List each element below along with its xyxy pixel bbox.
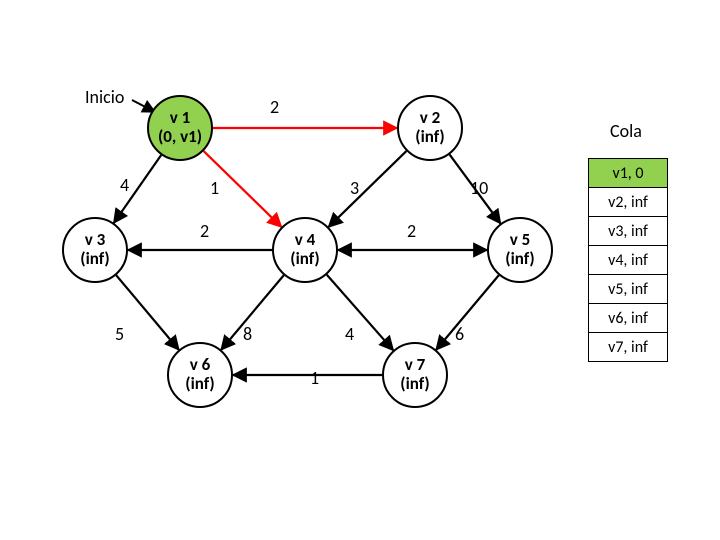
- edge-weight-v7-v6: 1: [310, 367, 319, 389]
- edge-v4-v7: [327, 275, 393, 350]
- edge-weight-v1-v2: 2: [270, 96, 279, 118]
- queue-row: v3, inf: [589, 217, 668, 246]
- node-v4: v 4(inf): [272, 217, 338, 283]
- edge-v3-v6: [116, 275, 179, 349]
- node-dist: (inf): [400, 375, 429, 394]
- queue-cell: v4, inf: [589, 246, 668, 275]
- node-dist: (inf): [505, 250, 534, 269]
- node-dist: (inf): [185, 375, 214, 394]
- queue-row: v7, inf: [589, 333, 668, 362]
- edge-weight-v4-v3: 2: [200, 220, 209, 242]
- queue-row: v2, inf: [589, 188, 668, 217]
- inicio-label: Inicio: [85, 86, 124, 108]
- node-v7: v 7(inf): [382, 342, 448, 408]
- edge-weight-v4-v7: 4: [345, 323, 354, 345]
- diagram-stage: Inicio v 1(0, v1) v 2(inf) v 3(inf) v 4(inf…: [0, 0, 720, 540]
- node-dist: (0, v1): [158, 128, 202, 147]
- edge-weight-v4-v6: 8: [243, 323, 252, 345]
- queue-row: v4, inf: [589, 246, 668, 275]
- queue-cell: v2, inf: [589, 188, 668, 217]
- edge-weight-v3-v6: 5: [115, 323, 124, 345]
- queue-row: v5, inf: [589, 275, 668, 304]
- edge-weight-v2-v5: 10: [470, 177, 488, 199]
- node-v5: v 5(inf): [487, 217, 553, 283]
- edge-v4-v6: [221, 275, 284, 349]
- node-dist: (inf): [80, 250, 109, 269]
- node-v1: v 1(0, v1): [147, 95, 213, 161]
- queue-cell: v5, inf: [589, 275, 668, 304]
- queue-cell: v3, inf: [589, 217, 668, 246]
- node-dist: (inf): [290, 250, 319, 269]
- queue-cell: v7, inf: [589, 333, 668, 362]
- queue-title: Cola: [610, 120, 642, 142]
- queue-row: v1, 0: [589, 159, 668, 188]
- node-dist: (inf): [415, 128, 444, 147]
- priority-queue: v1, 0v2, infv3, infv4, infv5, infv6, inf…: [588, 158, 668, 362]
- edge-weight-v5-v7: 6: [455, 323, 464, 345]
- node-v6: v 6(inf): [167, 342, 233, 408]
- edge-weight-v4-v5: 2: [407, 220, 416, 242]
- edge-v5-v7: [436, 275, 499, 349]
- edge-weight-v2-v4: 3: [350, 177, 359, 199]
- edge-v2-v4: [329, 151, 407, 227]
- node-v3: v 3(inf): [62, 217, 128, 283]
- edge-weight-v1-v3: 4: [120, 174, 129, 196]
- queue-cell: v1, 0: [589, 159, 668, 188]
- node-v2: v 2(inf): [397, 95, 463, 161]
- queue-cell: v6, inf: [589, 304, 668, 333]
- queue-row: v6, inf: [589, 304, 668, 333]
- edge-weight-v1-v4: 1: [210, 177, 219, 199]
